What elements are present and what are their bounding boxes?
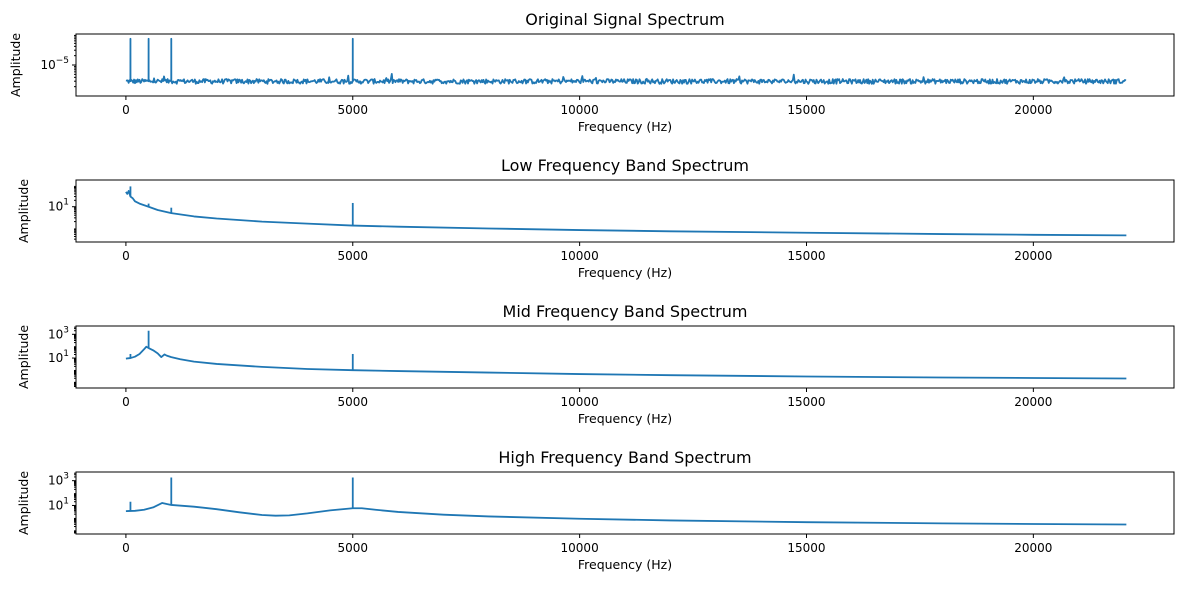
x-axis-label: Frequency (Hz) xyxy=(578,411,672,426)
x-tick-label: 5000 xyxy=(337,395,368,409)
x-tick-label: 5000 xyxy=(337,103,368,117)
x-tick-label: 10000 xyxy=(561,541,599,555)
y-tick-label: 101 xyxy=(48,198,69,214)
y-tick-label: 103 xyxy=(48,472,69,488)
x-tick-label: 20000 xyxy=(1014,103,1052,117)
x-tick-label: 15000 xyxy=(787,103,825,117)
x-tick-label: 20000 xyxy=(1014,395,1052,409)
y-axis-label: Amplitude xyxy=(16,179,31,243)
x-axis-label: Frequency (Hz) xyxy=(578,265,672,280)
subplot-3: Mid Frequency Band Spectrum 0 5000 10000 150… xyxy=(16,302,1175,426)
x-tick-label: 10000 xyxy=(561,103,599,117)
series-line xyxy=(125,190,1127,237)
x-tick-label: 0 xyxy=(122,249,130,263)
chart-title: Low Frequency Band Spectrum xyxy=(501,156,749,175)
y-tick-label: 10−5 xyxy=(40,56,69,72)
x-axis-label: Frequency (Hz) xyxy=(578,119,672,134)
x-tick-label: 0 xyxy=(122,395,130,409)
axes-frame xyxy=(75,179,1175,243)
series-line xyxy=(125,502,1127,526)
x-tick-label: 0 xyxy=(122,541,130,555)
x-axis-label: Frequency (Hz) xyxy=(578,557,672,572)
y-axis-label: Amplitude xyxy=(16,471,31,535)
axes-frame xyxy=(75,325,1175,389)
x-tick-label: 15000 xyxy=(787,395,825,409)
y-tick-label: 103 xyxy=(48,325,69,341)
y-axis-label: Amplitude xyxy=(8,33,23,97)
chart-title: Original Signal Spectrum xyxy=(525,10,724,29)
series-line xyxy=(125,37,1127,85)
chart-title: High Frequency Band Spectrum xyxy=(498,448,751,467)
y-tick-label: 101 xyxy=(48,496,69,512)
axes-frame xyxy=(75,33,1175,97)
x-tick-label: 20000 xyxy=(1014,249,1052,263)
y-tick-label: 101 xyxy=(48,349,69,365)
series-line xyxy=(125,345,1127,380)
x-tick-label: 0 xyxy=(122,103,130,117)
x-tick-label: 15000 xyxy=(787,249,825,263)
x-tick-label: 10000 xyxy=(561,395,599,409)
subplot-4: High Frequency Band Spectrum 0 5000 10000 15… xyxy=(16,448,1175,572)
y-axis-label: Amplitude xyxy=(16,325,31,389)
axes-frame xyxy=(75,471,1175,535)
x-tick-label: 5000 xyxy=(337,249,368,263)
chart-title: Mid Frequency Band Spectrum xyxy=(503,302,748,321)
subplot-2: Low Frequency Band Spectrum 0 5000 10000 150… xyxy=(16,156,1175,280)
x-tick-label: 5000 xyxy=(337,541,368,555)
x-tick-label: 10000 xyxy=(561,249,599,263)
x-tick-label: 20000 xyxy=(1014,541,1052,555)
x-tick-label: 15000 xyxy=(787,541,825,555)
subplot-1: Original Signal Spectrum 0 5000 10000 15000 2… xyxy=(8,10,1175,134)
